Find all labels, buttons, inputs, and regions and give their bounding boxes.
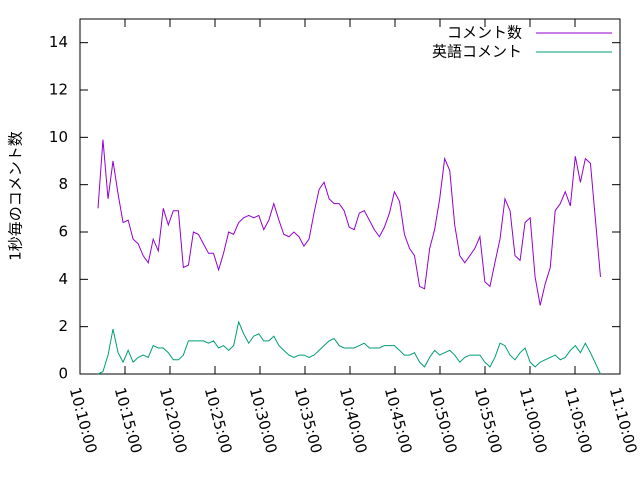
- x-tick-label: 10:15:00: [111, 386, 146, 456]
- y-tick-label: 12: [49, 81, 68, 99]
- y-tick-label: 4: [58, 270, 68, 288]
- x-tick-label: 10:55:00: [471, 386, 506, 456]
- x-tick-label: 10:45:00: [381, 386, 416, 456]
- legend-label: 英語コメント: [432, 43, 522, 61]
- x-tick-label: 10:30:00: [246, 386, 281, 456]
- y-tick-label: 10: [49, 128, 68, 146]
- x-tick-label: 11:00:00: [516, 386, 551, 456]
- y-tick-label: 0: [58, 365, 68, 383]
- y-tick-label: 2: [58, 317, 68, 335]
- x-tick-label: 10:35:00: [291, 386, 326, 456]
- x-tick-label: 10:20:00: [156, 386, 191, 456]
- x-tick-label: 10:10:00: [66, 386, 101, 456]
- y-tick-label: 8: [58, 175, 68, 193]
- x-tick-label: 10:25:00: [201, 386, 236, 456]
- x-tick-label: 10:40:00: [336, 386, 371, 456]
- y-tick-label: 6: [58, 223, 68, 241]
- x-tick-label: 11:05:00: [561, 386, 596, 456]
- y-tick-label: 14: [49, 33, 68, 51]
- plot-frame: [79, 18, 621, 375]
- series-line: [97, 320, 601, 375]
- series-line: [97, 139, 601, 306]
- x-tick-label: 10:50:00: [426, 386, 461, 456]
- x-tick-label: 11:10:00: [606, 386, 640, 456]
- y-axis-label: 1秒毎のコメント数: [7, 131, 25, 261]
- legend-label: コメント数: [447, 24, 522, 42]
